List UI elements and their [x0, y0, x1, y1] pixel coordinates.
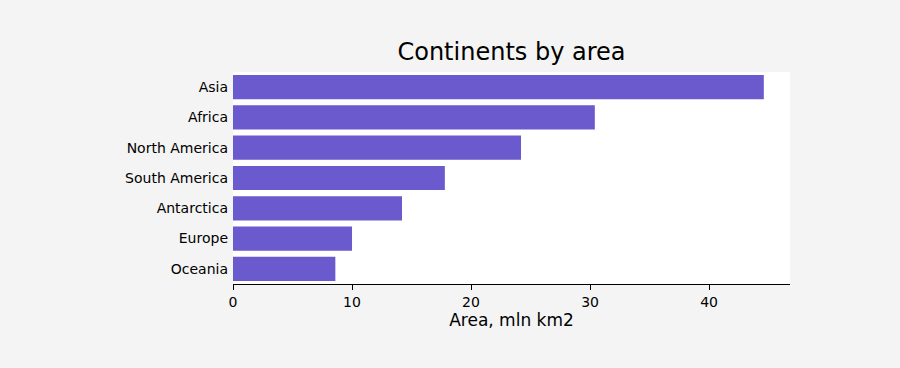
svg-text:30: 30: [581, 294, 599, 310]
svg-text:Antarctica: Antarctica: [157, 200, 228, 216]
svg-text:Continents by area: Continents by area: [397, 38, 625, 66]
svg-text:40: 40: [700, 294, 718, 310]
svg-text:10: 10: [343, 294, 361, 310]
svg-text:Europe: Europe: [179, 230, 228, 246]
svg-text:Asia: Asia: [199, 79, 228, 95]
svg-text:20: 20: [462, 294, 480, 310]
svg-text:Africa: Africa: [188, 109, 228, 125]
svg-text:Area, mln km2: Area, mln km2: [449, 310, 574, 330]
svg-text:South America: South America: [125, 170, 228, 186]
svg-text:North America: North America: [127, 140, 228, 156]
svg-text:0: 0: [229, 294, 238, 310]
svg-text:Oceania: Oceania: [171, 261, 228, 277]
